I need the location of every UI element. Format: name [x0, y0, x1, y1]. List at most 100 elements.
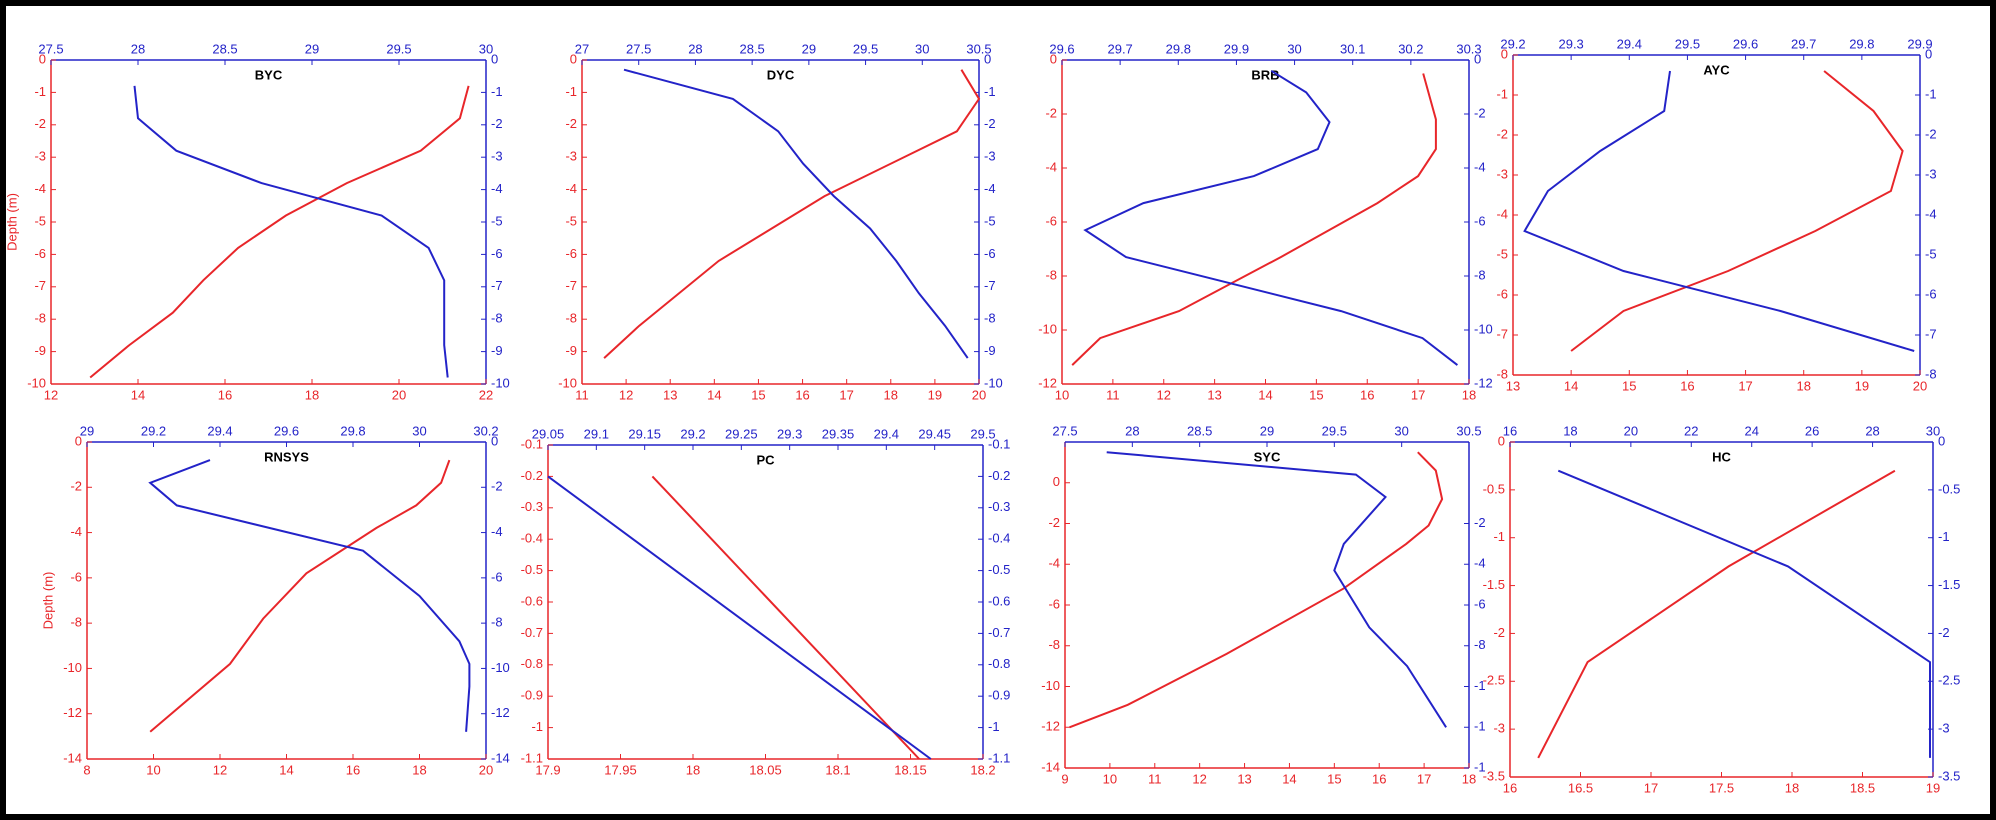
- profile-line: [1570, 70, 1904, 352]
- profile-line: [603, 69, 981, 359]
- x-tick-label: 10: [146, 762, 160, 777]
- y2-tick-label: -1.1: [988, 750, 1010, 765]
- x2-tick-label: 28: [1865, 423, 1879, 438]
- y2-tick-label: -8: [984, 311, 996, 326]
- x-tick-label: 19: [1926, 780, 1940, 795]
- y2-tick-label: -4: [1474, 556, 1486, 571]
- y2-tick-label: -0.8: [988, 656, 1010, 671]
- x2-tick-label: 30: [1926, 423, 1940, 438]
- panel-title: SYC: [1254, 449, 1281, 464]
- y2-tick-label: -4: [491, 524, 503, 539]
- x2-tick-label: 29.6: [1049, 41, 1074, 56]
- x-tick-label: 14: [1282, 771, 1296, 786]
- x-tick-label: 14: [1258, 387, 1272, 402]
- y-tick-label: -0.5: [1483, 481, 1505, 496]
- x-tick-label: 20: [1913, 378, 1927, 393]
- x2-tick-label: 29.4: [207, 423, 232, 438]
- x2-tick-label: 28.5: [1187, 423, 1212, 438]
- y-tick-label: -0.9: [521, 688, 543, 703]
- y-tick-label: -4: [1496, 206, 1508, 221]
- y-tick-label: -2: [1496, 126, 1508, 141]
- y-tick-label: -3: [1496, 166, 1508, 181]
- y-tick-label: -6: [70, 569, 82, 584]
- y-tick-label: -2: [1048, 515, 1060, 530]
- y2-tick-label: -9: [984, 343, 996, 358]
- y2-tick-label: -8: [1474, 637, 1486, 652]
- x-tick-label: 8: [83, 762, 90, 777]
- x2-tick-label: 30: [1287, 41, 1301, 56]
- x-tick-label: 16: [218, 387, 232, 402]
- x2-tick-label: 27.5: [626, 41, 651, 56]
- x-tick-label: 12: [213, 762, 227, 777]
- y-tick-label: -6: [565, 246, 577, 261]
- profile-line: [1557, 469, 1931, 758]
- x-tick-label: 13: [1207, 387, 1221, 402]
- panel-title: BRB: [1251, 67, 1279, 82]
- y-tick-label: -8: [1496, 366, 1508, 381]
- x2-tick-label: 30: [479, 41, 493, 56]
- x-tick-label: 17: [1411, 387, 1425, 402]
- profile-line: [623, 68, 969, 359]
- x-tick-label: 12: [1157, 387, 1171, 402]
- y-tick-label: -3.5: [1483, 768, 1505, 783]
- y2-tick-label: -2: [1938, 625, 1950, 640]
- y2-tick-label: -0.4: [988, 531, 1010, 546]
- y2-tick-label: -1: [1474, 678, 1486, 693]
- y2-tick-label: -2: [1474, 515, 1486, 530]
- y2-tick-label: -8: [1474, 267, 1486, 282]
- x-tick-label: 9: [1061, 771, 1068, 786]
- x2-tick-label: 27.5: [38, 41, 63, 56]
- profile-line: [1537, 469, 1896, 759]
- x-tick-label: 18.5: [1850, 780, 1875, 795]
- y-axis-label: Depth (m): [4, 193, 19, 251]
- y2-tick-label: -6: [984, 246, 996, 261]
- y2-tick-label: -0.9: [988, 688, 1010, 703]
- y2-tick-label: 0: [1938, 433, 1945, 448]
- y-tick-label: -8: [34, 311, 46, 326]
- x2-tick-label: 26: [1805, 423, 1819, 438]
- x-tick-label: 18: [1796, 378, 1810, 393]
- y-tick-label: -4: [70, 524, 82, 539]
- y-tick-label: -14: [63, 750, 82, 765]
- y2-tick-label: -2: [1925, 126, 1937, 141]
- x-tick-label: 20: [392, 387, 406, 402]
- y2-tick-label: -0.2: [988, 468, 1010, 483]
- x2-tick-label: 29.15: [628, 426, 661, 441]
- x-tick-label: 13: [1506, 378, 1520, 393]
- y-axis-label: Depth (m): [40, 572, 55, 630]
- y-tick-label: -0.2: [521, 468, 543, 483]
- y-tick-label: -5: [565, 213, 577, 228]
- panel-title: PC: [756, 452, 775, 467]
- y-tick-label: -0.7: [521, 625, 543, 640]
- x2-tick-label: 29.8: [340, 423, 365, 438]
- y-tick-label: -5: [1496, 246, 1508, 261]
- x-tick-label: 17: [1644, 780, 1658, 795]
- y2-tick-label: -0.5: [1938, 481, 1960, 496]
- panel-title: DYC: [767, 67, 795, 82]
- y2-tick-label: -4: [491, 181, 503, 196]
- y-tick-label: -6: [1045, 213, 1057, 228]
- y2-tick-label: -2: [491, 116, 503, 131]
- x2-tick-label: 29.35: [822, 426, 855, 441]
- y2-tick-label: -7: [1925, 326, 1937, 341]
- y2-tick-label: -6: [1925, 286, 1937, 301]
- x-tick-label: 10: [1055, 387, 1069, 402]
- x-tick-label: 15: [1622, 378, 1636, 393]
- profile-line: [1106, 451, 1447, 728]
- y2-tick-label: -1: [1925, 86, 1937, 101]
- y2-tick-label: -1: [984, 84, 996, 99]
- y-tick-label: -10: [63, 660, 82, 675]
- x-tick-label: 13: [1237, 771, 1251, 786]
- x2-tick-label: 22: [1684, 423, 1698, 438]
- x2-tick-label: 29.9: [1224, 41, 1249, 56]
- y-tick-label: -6: [34, 246, 46, 261]
- y2-tick-label: -12: [491, 705, 510, 720]
- x-tick-label: 18: [1462, 387, 1476, 402]
- y-tick-label: -10: [27, 375, 46, 390]
- y-tick-label: -12: [63, 705, 82, 720]
- x2-tick-label: 29.6: [1733, 36, 1758, 51]
- y2-tick-label: -8: [491, 311, 503, 326]
- y-tick-label: -10: [1041, 678, 1060, 693]
- y2-tick-label: -2.5: [1938, 673, 1960, 688]
